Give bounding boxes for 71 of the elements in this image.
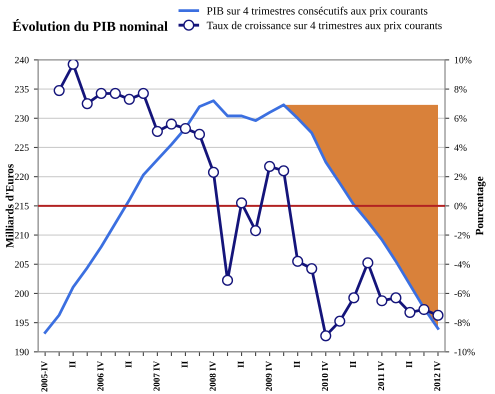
point [236,197,248,208]
y-tick-label: 230 [14,115,29,122]
x-tick-label: 2010 IV [322,360,328,391]
y2-tick-label: -8% [454,320,470,326]
y-tick-label: 220 [14,174,29,180]
point [432,310,444,321]
y2-tick-label: 0% [454,202,467,210]
y2-tick-label: -2% [454,232,470,239]
y2-axis-title: Pourcentage [476,176,486,236]
point [278,165,290,176]
point [404,306,416,318]
point [250,225,262,236]
y2-tick-label: -4% [454,261,470,268]
point [138,88,149,100]
y2-tick-label: -10% [454,348,475,356]
point [362,257,374,268]
x-tick-label: 2011 IV [378,360,384,390]
y-tick-label: 205 [14,261,29,268]
point [194,128,206,140]
y2-tick-label: 2% [454,174,467,180]
line-series [44,99,440,334]
y-tick-label: 210 [14,232,29,239]
y-tick-label: 235 [14,86,29,93]
x-tick-label: II [350,361,356,368]
x-tick-label: II [238,361,244,368]
legend-label: PIB sur 4 trimestres consécutifs aux prix courants [206,6,428,17]
y-tick-label: 195 [15,320,29,326]
x-tick-label: 2005-IV [41,360,48,392]
y2-tick-label: 8% [454,86,467,93]
x-tick-label: 2012 IV [434,360,440,391]
point [124,94,135,105]
point [110,88,121,100]
y2-tick-label: 6% [454,115,467,122]
point [96,88,107,100]
y-tick-label: 240 [14,56,29,64]
x-tick-label: 2009 IV [266,360,272,391]
y-tick-label: 215 [14,202,29,210]
y2-tick-label: 10% [454,56,472,64]
point [306,263,318,274]
x-tick-label: II [69,361,76,368]
point [320,330,332,342]
x-tick-label: II [126,361,132,368]
point [222,274,234,286]
y-tick-label: 225 [14,144,29,151]
point [418,304,430,316]
x-tick-label: 2006 IV [97,360,104,391]
point [334,316,346,327]
point [390,292,402,304]
x-tick-label: II [406,361,412,368]
y-tick-label: 190 [15,348,29,356]
point [292,256,304,267]
point [166,118,177,130]
y2-tick-label: -6% [454,290,470,297]
chart-title: Évolution du PIB nominal [12,19,168,32]
x-tick-label: II [294,361,300,368]
y-axis-title: Milliards d'Euros [6,164,14,248]
point [264,160,276,172]
x-tick-label: 2008 IV [210,360,216,391]
y-tick-label: 200 [14,290,29,297]
point [376,295,388,306]
point [152,126,163,137]
point [54,84,65,96]
point [348,292,360,304]
y2-tick-label: 4% [454,144,467,151]
point [180,122,191,134]
legend-label: Taux de croissance sur 4 trimestres aux prix courants [206,21,442,32]
point [208,166,220,178]
point [82,98,93,110]
point [68,60,79,70]
x-tick-label: II [182,361,188,368]
x-tick-label: 2007 IV [154,360,160,391]
